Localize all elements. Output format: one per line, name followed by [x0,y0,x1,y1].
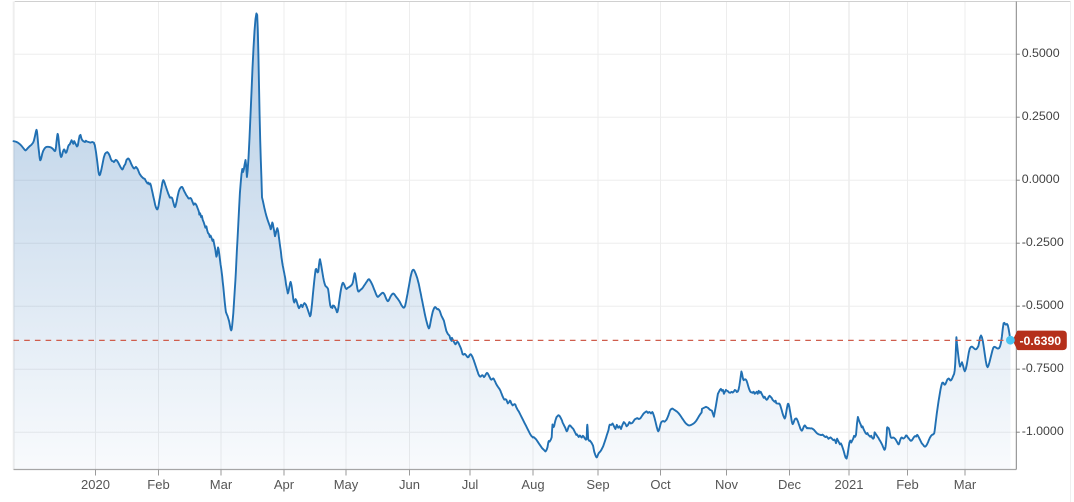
svg-text:2020: 2020 [81,477,110,492]
svg-text:Aug: Aug [521,477,544,492]
svg-text:-0.6390: -0.6390 [1019,334,1061,348]
svg-text:-0.5000: -0.5000 [1022,298,1064,312]
svg-text:Dec: Dec [778,477,802,492]
svg-text:-0.7500: -0.7500 [1022,361,1064,375]
svg-text:Apr: Apr [274,477,295,492]
svg-text:May: May [334,477,359,492]
svg-text:Jun: Jun [399,477,420,492]
svg-text:Jul: Jul [462,477,479,492]
svg-text:-0.2500: -0.2500 [1022,235,1064,249]
svg-text:0.5000: 0.5000 [1022,46,1060,60]
svg-text:Nov: Nov [715,477,739,492]
svg-text:-1.0000: -1.0000 [1022,424,1064,438]
svg-text:0.2500: 0.2500 [1022,109,1060,123]
svg-text:Sep: Sep [586,477,609,492]
svg-text:Oct: Oct [650,477,671,492]
svg-text:Mar: Mar [210,477,233,492]
svg-text:Mar: Mar [954,477,977,492]
svg-text:2021: 2021 [835,477,864,492]
svg-text:Feb: Feb [896,477,918,492]
svg-text:Feb: Feb [147,477,169,492]
svg-text:0.0000: 0.0000 [1022,172,1060,186]
